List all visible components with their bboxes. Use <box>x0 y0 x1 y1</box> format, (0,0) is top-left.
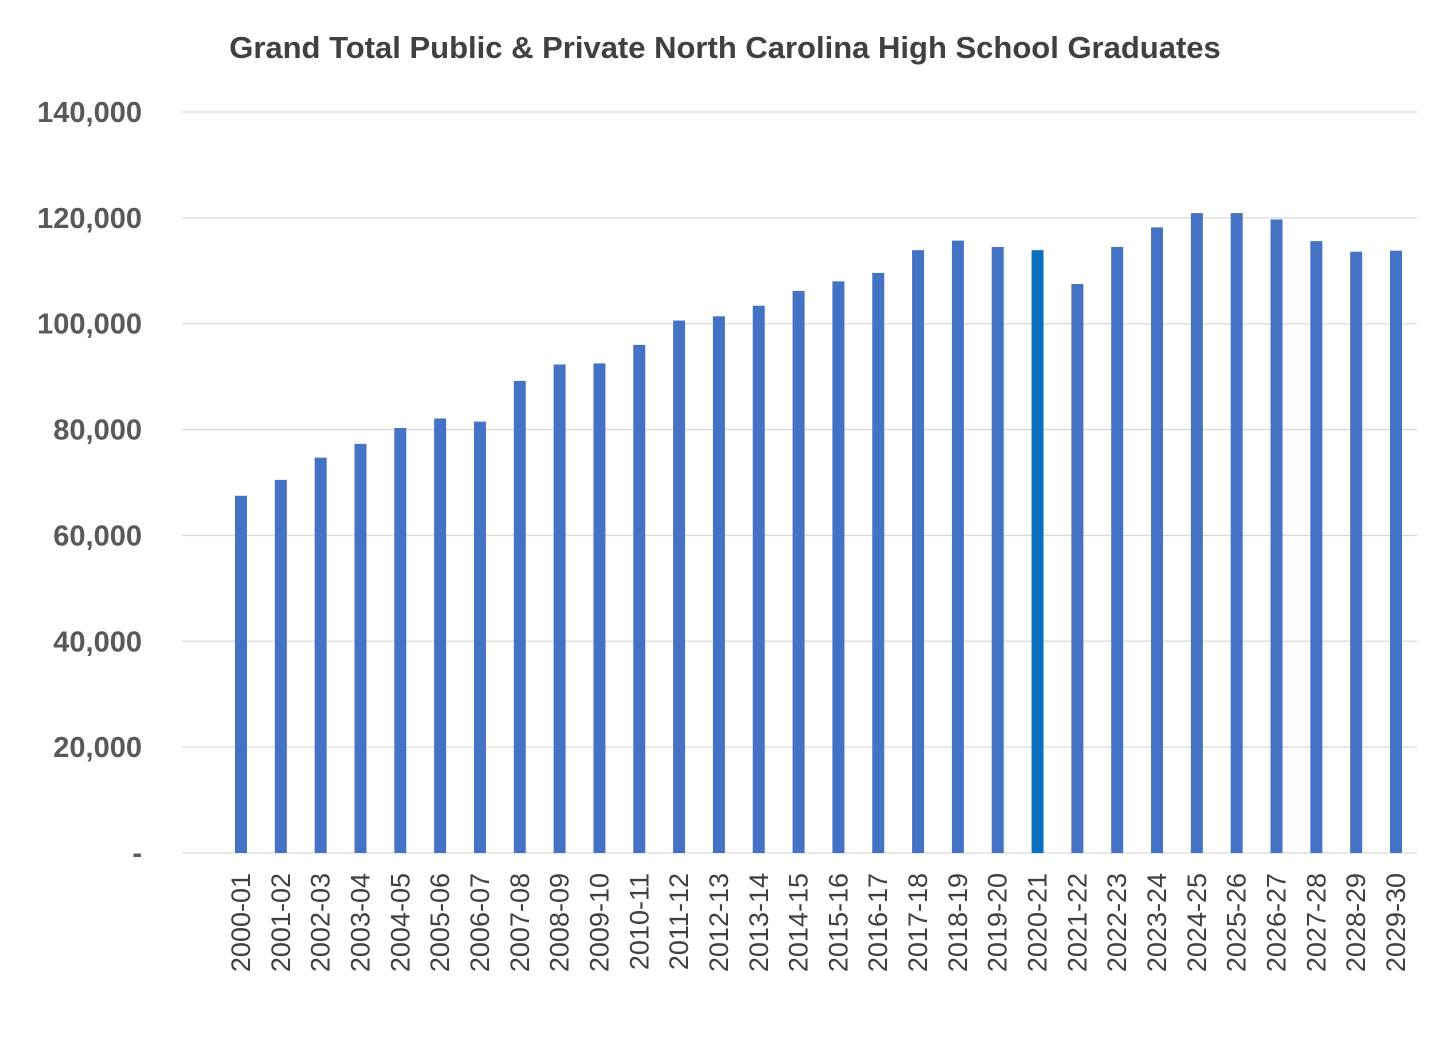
bar <box>712 316 725 853</box>
bar <box>1390 250 1402 853</box>
bar <box>792 290 805 853</box>
x-tick-label: 2008-09 <box>545 873 575 972</box>
bar <box>1350 251 1363 853</box>
x-tick-label: 2006-07 <box>465 873 495 972</box>
x-tick-label: 2016-17 <box>863 873 893 972</box>
bar <box>633 344 646 853</box>
x-tick-label: 2029-30 <box>1381 873 1411 972</box>
y-tick-label: 140,000 <box>37 97 142 129</box>
bar <box>1071 284 1084 854</box>
y-tick-label: 120,000 <box>37 203 142 235</box>
bar <box>912 250 925 854</box>
x-tick-label: 2019-20 <box>983 873 1013 972</box>
bar <box>553 364 566 853</box>
bar <box>473 421 486 853</box>
x-tick-label: 2002-03 <box>306 873 336 972</box>
x-tick-label: 2018-19 <box>943 873 973 972</box>
bar <box>1151 227 1164 854</box>
bar <box>1310 241 1323 853</box>
x-tick-label: 2014-15 <box>784 873 814 972</box>
bar <box>513 380 526 853</box>
x-tick-label: 2003-04 <box>345 873 375 972</box>
bar <box>951 240 964 853</box>
x-tick-label: 2009-10 <box>584 873 614 972</box>
x-tick-label: 2021-22 <box>1062 873 1092 972</box>
x-tick-label: 2022-23 <box>1102 873 1132 972</box>
y-tick-label: 20,000 <box>53 732 142 764</box>
bar <box>434 418 447 853</box>
y-tick-label: 80,000 <box>53 415 142 447</box>
bar <box>1230 213 1243 853</box>
y-tick-label: 40,000 <box>53 626 142 658</box>
x-tick-label: 2001-02 <box>266 873 296 972</box>
bar <box>274 479 287 853</box>
x-tick-label: 2024-25 <box>1182 873 1212 972</box>
x-tick-label: 2017-18 <box>903 873 933 972</box>
bar <box>752 305 765 853</box>
bar <box>593 363 606 853</box>
x-tick-label: 2027-28 <box>1301 873 1331 972</box>
bar <box>394 427 407 853</box>
bar <box>235 495 247 853</box>
x-tick-label: 2028-29 <box>1341 873 1371 972</box>
x-tick-label: 2025-26 <box>1222 873 1252 972</box>
x-tick-label: 2007-08 <box>505 873 535 972</box>
y-tick-label: - <box>132 838 142 870</box>
bar <box>354 443 367 853</box>
bar <box>673 320 686 853</box>
bar <box>1111 246 1124 854</box>
bar <box>314 457 327 853</box>
x-tick-label: 2026-27 <box>1262 873 1292 972</box>
y-tick-label: 60,000 <box>53 520 142 552</box>
x-tick-label: 2012-13 <box>704 873 734 972</box>
x-tick-label: 2004-05 <box>385 873 415 972</box>
bar <box>1190 213 1203 853</box>
bar <box>1031 250 1044 854</box>
x-tick-label: 2011-12 <box>664 873 694 970</box>
x-tick-label: 2005-06 <box>425 873 455 972</box>
x-tick-label: 2000-01 <box>226 873 256 972</box>
x-tick-label: 2020-21 <box>1023 873 1053 972</box>
x-tick-label: 2013-14 <box>744 873 774 972</box>
x-tick-label: 2023-24 <box>1142 873 1172 972</box>
bar <box>872 272 885 854</box>
y-tick-label: 100,000 <box>37 309 142 341</box>
bar <box>832 281 845 853</box>
bar <box>1270 219 1283 853</box>
x-tick-label: 2010-11 <box>624 873 654 970</box>
chart-title: Grand Total Public & Private North Carol… <box>229 30 1221 65</box>
x-tick-label: 2015-16 <box>823 873 853 972</box>
bar <box>991 246 1004 854</box>
